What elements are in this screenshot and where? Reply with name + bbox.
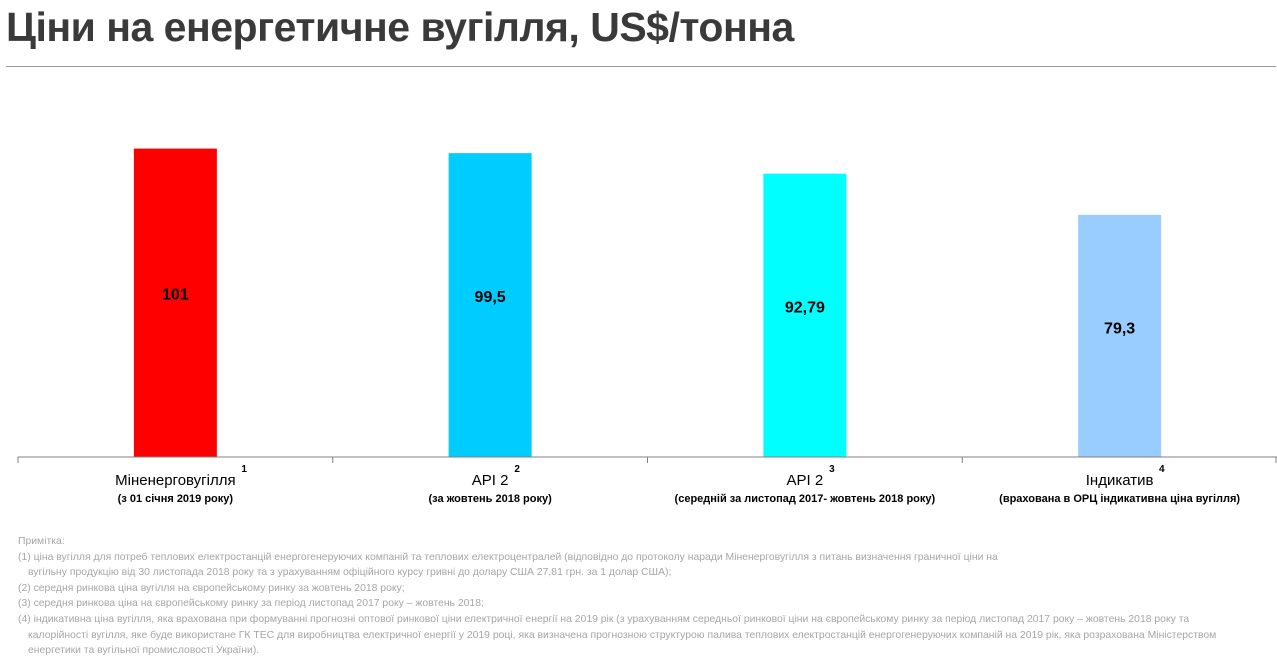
footnote-ref: 3 [829, 464, 835, 475]
footnote-ref: 4 [1159, 464, 1165, 475]
footnote-line: вугільну продукцію від 30 листопада 2018… [28, 567, 672, 579]
footnotes-heading: Примітка: [18, 536, 65, 547]
page-title: Ціни на енергетичне вугілля, US$/тонна [6, 4, 794, 51]
category-label: Індикатив [1086, 472, 1154, 489]
bar-value-label: 92,79 [785, 299, 825, 316]
footnote-line: (4) індикативна ціна вугілля, яка врахов… [18, 613, 1190, 625]
footnotes: Примітка: (1) ціна вугілля для потреб те… [18, 534, 1273, 659]
category-label: API 2 [472, 472, 509, 489]
footnote-ref: 2 [514, 464, 520, 475]
title-main: Ціни на енергетичне вугілля, [6, 4, 591, 50]
bar-value-label: 101 [162, 287, 189, 304]
bar [763, 173, 847, 457]
category-sublabel: (врахована в ОРЦ індикативна ціна вугілл… [999, 493, 1240, 505]
footnote-line: енергетики та вугільної промисловості Ук… [28, 645, 260, 657]
footnote-line: (2) середня ринкова ціна вугілля на євро… [18, 582, 405, 594]
category-sublabel: (з 01 січня 2019 року) [118, 493, 234, 505]
title-divider [6, 66, 1276, 67]
bar-value-label: 79,3 [1104, 321, 1135, 338]
category-sublabel: (середній за листопад 2017- жовтень 2018… [675, 493, 936, 505]
category-sublabel: (за жовтень 2018 року) [429, 493, 553, 505]
bar [1078, 214, 1162, 457]
title-unit: US$/тонна [590, 4, 794, 50]
bar [133, 148, 217, 457]
category-label: Міненерговугілля [115, 472, 235, 489]
bar-chart: 101 Міненерговугілля 1 (з 01 січня 2019 рок… [17, 148, 1277, 505]
footnote-line: калорійності вугілля, яке буде використа… [28, 629, 1217, 641]
bar [448, 153, 532, 457]
bar-value-label: 99,5 [475, 289, 506, 306]
category-label: API 2 [787, 472, 824, 489]
footnote-line: (3) середня ринкова ціна на європейськом… [18, 598, 484, 610]
footnote-ref: 1 [241, 464, 247, 475]
footnote-line: (1) ціна вугілля для потреб теплових еле… [18, 551, 998, 563]
